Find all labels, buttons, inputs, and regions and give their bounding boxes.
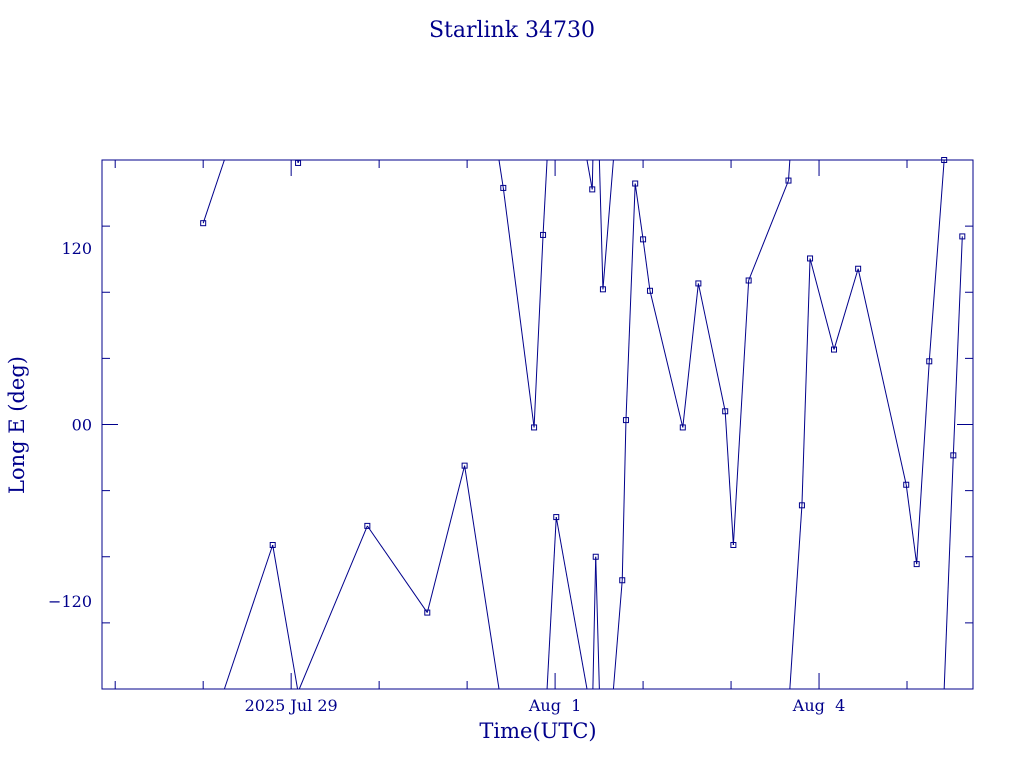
series-segment [612, 580, 623, 689]
series-segment [649, 290, 684, 428]
data-point [722, 408, 729, 415]
data-point [622, 417, 629, 424]
series-segment [787, 160, 791, 181]
data-point [855, 265, 862, 272]
series-segment [621, 420, 627, 581]
series-segment [732, 280, 750, 546]
data-point [632, 180, 639, 187]
data-point [913, 561, 920, 568]
series-segment [542, 160, 548, 235]
data-point [531, 424, 538, 431]
data-point [807, 255, 814, 262]
series-segment [748, 180, 789, 281]
y-tick-label: 00 [72, 416, 92, 435]
series-segment [943, 455, 954, 689]
series-segment [498, 160, 504, 188]
series-segment [928, 160, 945, 362]
series-segment [952, 236, 963, 456]
series-segment [272, 544, 299, 689]
series-segment [625, 183, 636, 421]
series-segment [555, 516, 588, 689]
data-point [599, 286, 606, 293]
series-segment [905, 484, 918, 565]
data-point [269, 541, 276, 548]
series-segment [697, 283, 726, 412]
series-segment [602, 160, 614, 290]
series-segment [223, 544, 274, 689]
series-segment [598, 160, 604, 290]
data-point [640, 236, 647, 243]
data-point [941, 157, 948, 163]
series-segment [789, 505, 803, 689]
data-point [424, 609, 431, 616]
x-tick-label: Aug 4 [792, 696, 845, 715]
x-tick-label: Aug 1 [528, 696, 581, 715]
series-segment [464, 465, 500, 689]
series-segment [801, 258, 811, 506]
x-axis-label: Time(UTC) [479, 719, 596, 743]
data-point [364, 522, 371, 529]
data-point [831, 346, 838, 353]
data-point [785, 177, 792, 184]
data-point [295, 159, 302, 166]
data-point [730, 541, 737, 548]
series-segment [533, 234, 544, 428]
series-segment [592, 556, 597, 689]
data-point [695, 280, 702, 287]
data-point [646, 287, 653, 294]
series-segment [809, 258, 835, 350]
series-segment [642, 239, 651, 291]
series-layer [200, 157, 966, 689]
data-point [540, 231, 547, 238]
data-point [679, 424, 686, 431]
tick-layer: 120 00 −120 2025 Jul 29 Aug 1 Aug 4 [48, 160, 973, 715]
data-point [619, 577, 626, 584]
data-point [959, 233, 966, 240]
data-point [745, 277, 752, 284]
data-point [200, 220, 207, 227]
series-segment [426, 465, 466, 613]
series-segment [586, 160, 593, 190]
data-point [592, 553, 599, 560]
series-segment [682, 283, 699, 428]
plot-frame [101, 159, 974, 690]
data-point [553, 514, 560, 521]
x-tick-label: 2025 Jul 29 [245, 696, 338, 715]
series-segment [916, 361, 930, 565]
data-point [500, 184, 507, 191]
y-tick-label: −120 [48, 592, 92, 611]
series-segment [298, 525, 368, 689]
series-segment [202, 160, 225, 224]
series-segment [833, 268, 859, 350]
series-segment [591, 160, 594, 190]
y-tick-label: 120 [61, 239, 92, 258]
series-segment [857, 268, 907, 485]
series-lines [202, 160, 963, 689]
data-point [589, 186, 596, 193]
y-axis-label: Long E (deg) [5, 356, 29, 494]
series-segment [724, 411, 734, 546]
data-point [926, 358, 933, 365]
series-segment [634, 183, 644, 240]
series-segment [595, 556, 600, 689]
series-segment [366, 525, 428, 613]
data-point [798, 502, 805, 509]
data-point [950, 452, 957, 459]
data-point [461, 462, 468, 469]
series-segment [546, 517, 557, 689]
series-segment [502, 187, 535, 428]
chart-title: Starlink 34730 [429, 18, 595, 43]
data-point [903, 481, 910, 488]
